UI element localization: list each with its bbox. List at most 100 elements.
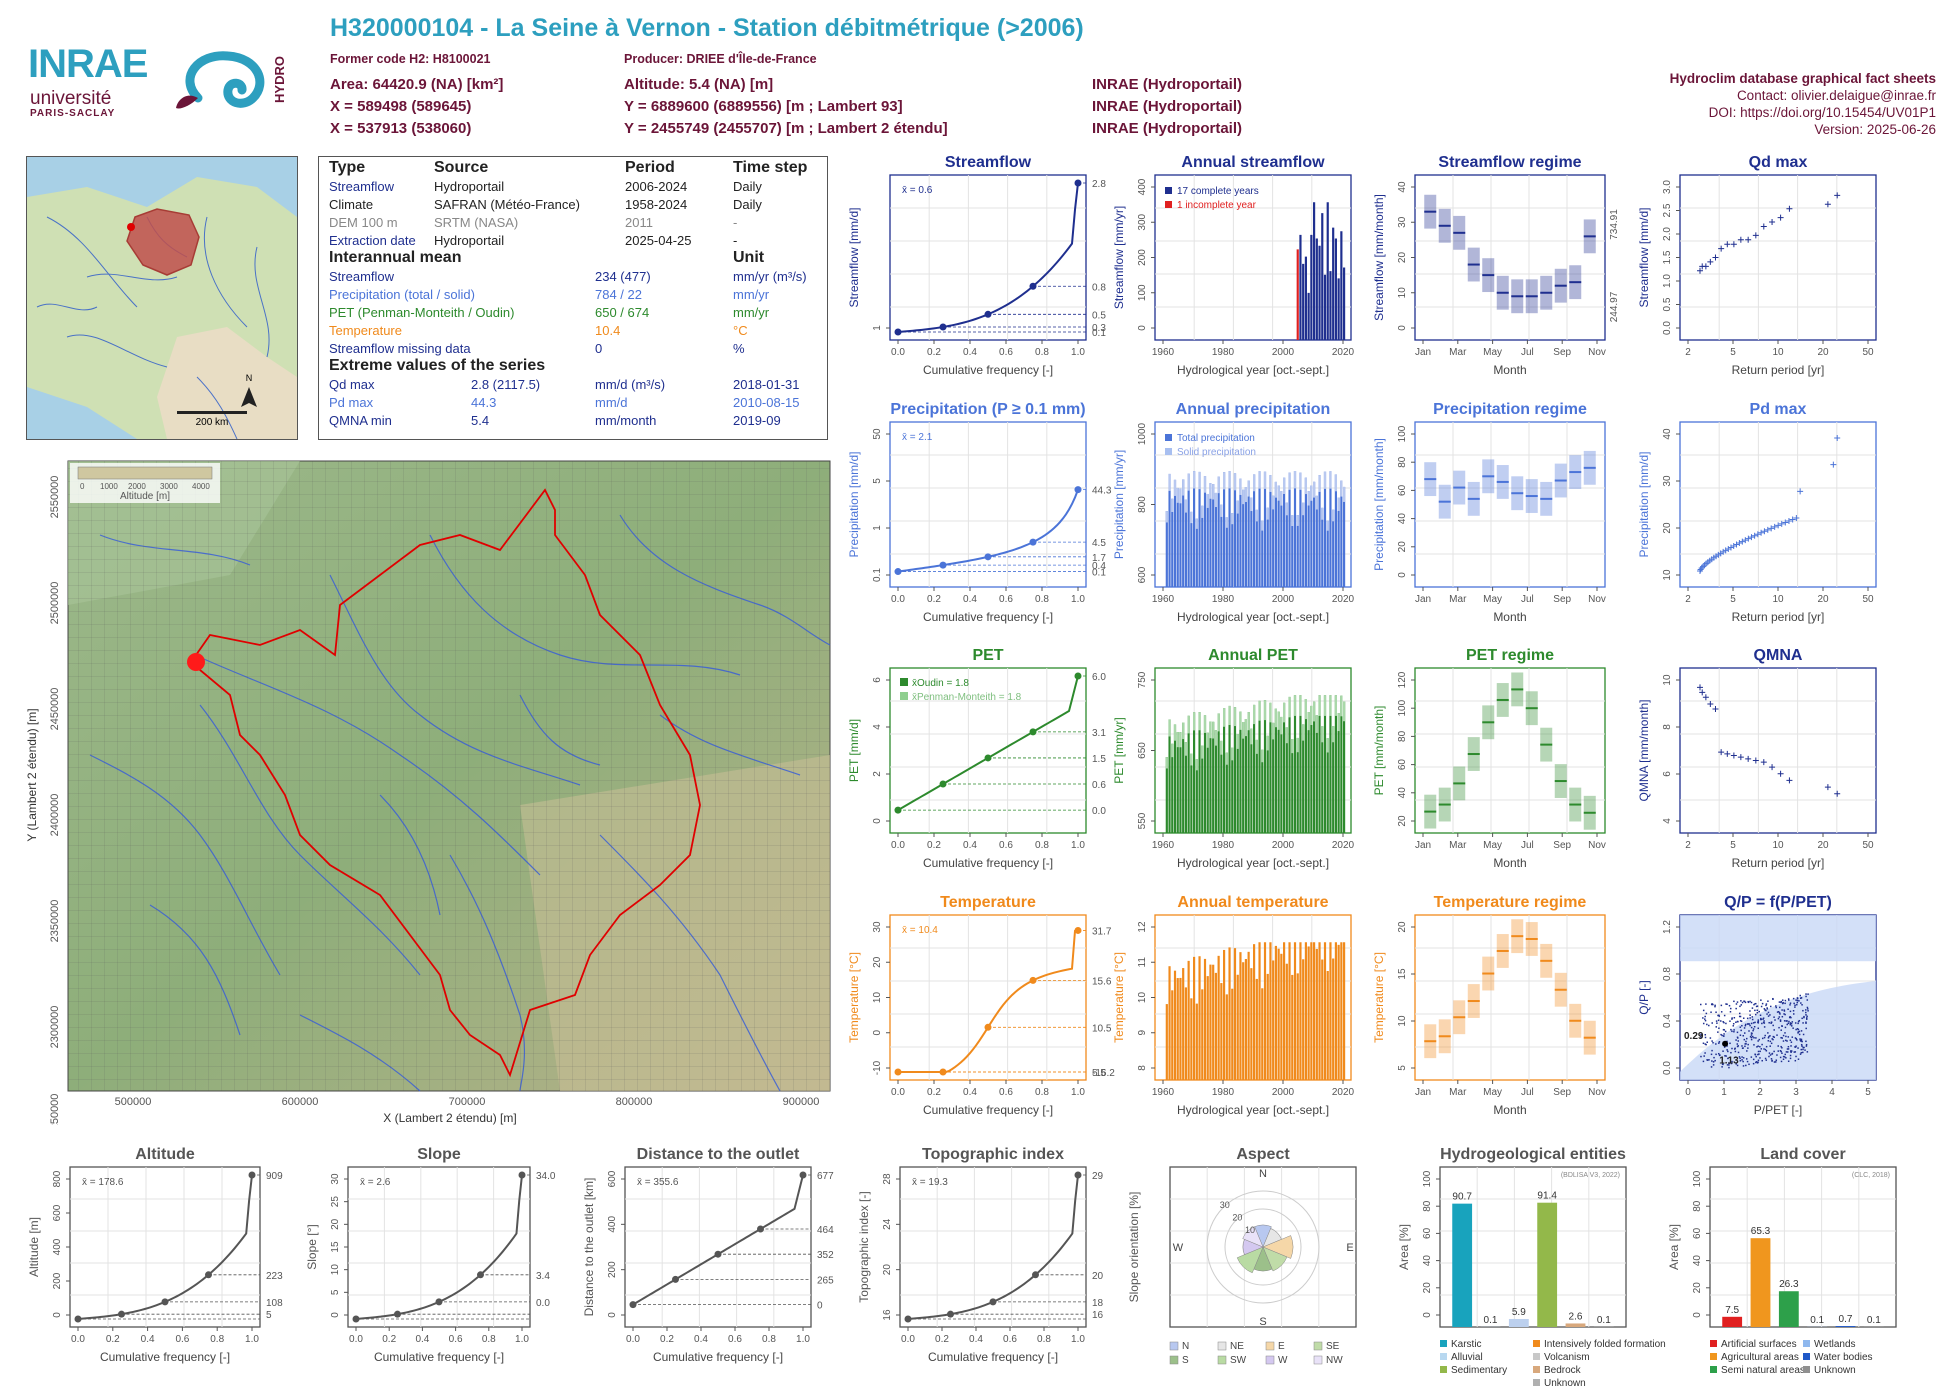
scatter-point	[1798, 1030, 1801, 1033]
bar-overlay	[1212, 721, 1215, 739]
legend-entry: 1 incomplete year	[1177, 200, 1257, 211]
x-tick-label: 0.4	[963, 347, 977, 358]
y-tick-label: 100	[1397, 699, 1408, 716]
database-name: Hydroclim database graphical fact sheets	[1669, 71, 1936, 86]
scatter-point	[1742, 1017, 1745, 1019]
scatter-point	[1704, 1036, 1707, 1039]
bar-overlay	[1236, 500, 1239, 514]
scatter-point	[1782, 1055, 1785, 1058]
y-tick-label: 650	[1137, 742, 1148, 759]
legend-entry: S	[1182, 1355, 1189, 1366]
data-point	[1699, 689, 1706, 696]
y-tick-label: 20	[1692, 1282, 1703, 1294]
bar-overlay	[1269, 702, 1272, 723]
bar-value-label: 7.5	[1725, 1305, 1739, 1316]
legend-swatch	[1440, 1353, 1447, 1360]
bar	[1329, 695, 1332, 833]
bar-overlay	[1258, 700, 1261, 721]
bar	[1187, 960, 1190, 1080]
y-tick-label: 15	[330, 1241, 341, 1253]
bar-overlay	[1280, 716, 1283, 735]
svg-text:500000: 500000	[115, 1096, 152, 1108]
bar-overlay	[1302, 502, 1305, 516]
y-tick-label: 20	[1397, 815, 1408, 827]
right-axis-label: 909	[266, 1171, 283, 1182]
bar	[1184, 499, 1187, 587]
scatter-point	[1762, 1018, 1764, 1020]
bar	[1223, 949, 1226, 1080]
data-point	[1727, 544, 1734, 551]
source-type: DEM 100 m	[329, 215, 398, 230]
extreme-name: QMNA min	[329, 413, 392, 428]
x-tick-label: 1980	[1212, 1087, 1235, 1098]
x-tick-label: Mar	[1449, 347, 1467, 358]
x-tick-label: 0.6	[999, 1087, 1013, 1098]
y-tick-label: 9	[1137, 1030, 1148, 1036]
x-tick-label: 0.8	[1035, 347, 1049, 358]
bar	[1288, 696, 1291, 833]
y-tick-label: 60	[1397, 759, 1408, 771]
y-tick-label: 10	[1662, 569, 1673, 581]
bar	[1179, 732, 1182, 833]
bar	[1266, 973, 1269, 1080]
bar-overlay	[1209, 721, 1212, 739]
x-axis-label: Cumulative frequency [-]	[923, 363, 1053, 377]
chart-title: PET	[972, 647, 1003, 664]
bar	[1329, 271, 1332, 340]
scatter-point	[1765, 1045, 1768, 1048]
x-tick-label: 0.0	[901, 1334, 915, 1345]
bar	[1239, 952, 1242, 1080]
data-point	[1824, 201, 1831, 208]
bar-overlay	[1310, 485, 1313, 501]
y-axis-label: Q/P [-]	[1637, 980, 1651, 1014]
bar	[1334, 238, 1337, 340]
scatter-point	[1789, 1023, 1792, 1026]
bar-overlay	[1277, 711, 1280, 730]
doi[interactable]: DOI: https://doi.org/10.15454/UV01P1	[1708, 105, 1936, 120]
x-tick-label: 1.0	[1071, 347, 1085, 358]
x-tick-label: 1980	[1212, 347, 1235, 358]
bar-value-label: 91.4	[1537, 1191, 1557, 1202]
bar	[1307, 491, 1310, 587]
right-axis-label: 265	[817, 1275, 834, 1286]
bar	[1258, 700, 1261, 833]
scatter-point	[1761, 1022, 1763, 1025]
legend-swatch	[1710, 1366, 1717, 1373]
data-point	[1730, 542, 1737, 549]
direction-label: N	[1259, 1168, 1267, 1180]
scatter-point	[1779, 1013, 1781, 1015]
bar-overlay	[1283, 477, 1286, 495]
ring-label: 20	[1232, 1212, 1242, 1222]
scatter-point	[1754, 1021, 1756, 1024]
scatter-point	[1733, 1029, 1735, 1031]
bar	[1304, 477, 1307, 587]
scatter-point	[1784, 1053, 1786, 1056]
bar-overlay	[1296, 515, 1299, 526]
aspect-sector	[1242, 1226, 1264, 1248]
scatter-point	[1778, 1012, 1781, 1014]
bar	[1171, 498, 1174, 587]
bar	[1315, 495, 1318, 587]
scatter-point	[1728, 1062, 1730, 1064]
legend-entry: Intensively folded formation	[1544, 1339, 1666, 1350]
y-tick-label: 10	[1397, 1015, 1408, 1027]
y-axis-label: PET [mm/month]	[1372, 706, 1386, 796]
bar	[1321, 507, 1324, 587]
x-tick-label: Jul	[1521, 840, 1534, 851]
shaded-region	[1680, 915, 1876, 962]
source-step: -	[733, 233, 738, 248]
scatter-point	[1739, 1020, 1742, 1022]
scatter-point	[1786, 1051, 1789, 1053]
scatter-point	[1713, 1056, 1715, 1059]
x-tick-label: 0.0	[891, 347, 905, 358]
y-tick-label: 800	[52, 1170, 63, 1187]
scatter-point	[1782, 1058, 1785, 1060]
scatter-point	[1783, 1009, 1785, 1011]
bar-overlay	[1307, 491, 1310, 506]
scatter-point	[1806, 1051, 1809, 1053]
scatter-point	[1795, 1055, 1797, 1058]
scatter-point	[1739, 1015, 1742, 1018]
y-tick-label: 60	[1422, 1227, 1433, 1239]
contact[interactable]: Contact: olivier.delaigue@inrae.fr	[1736, 88, 1936, 103]
